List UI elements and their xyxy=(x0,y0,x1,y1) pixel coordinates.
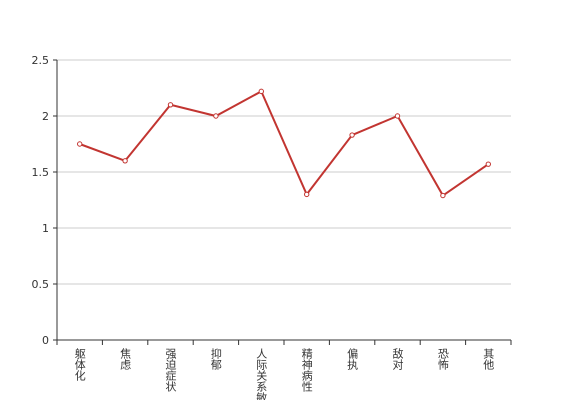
x-tick-label: 人际关系敏感 xyxy=(255,348,268,400)
y-tick-label: 2.5 xyxy=(32,54,50,67)
point xyxy=(440,192,446,199)
point xyxy=(485,161,491,167)
y-tick-label: 0.5 xyxy=(32,278,50,291)
x-tick-label: 恐怖 xyxy=(436,348,449,370)
line xyxy=(79,89,489,197)
x-tick-label: 敌对 xyxy=(391,347,404,370)
x-tick-label: 偏执 xyxy=(346,347,359,371)
x-tick-label: 其他 xyxy=(482,348,495,370)
point xyxy=(213,113,219,119)
x-tick-label: 强迫症状 xyxy=(164,348,177,392)
point xyxy=(349,132,355,138)
point xyxy=(304,191,310,198)
x-tick-label: 精神病性 xyxy=(300,348,313,393)
y-tick-label: 1.5 xyxy=(32,166,50,179)
point xyxy=(77,141,83,147)
y-tick-label: 0 xyxy=(42,334,49,347)
x-tick-label: 抑郁 xyxy=(209,347,222,370)
x-tick-label: 躯体化 xyxy=(73,348,86,382)
point xyxy=(167,102,174,108)
point xyxy=(394,113,401,119)
point xyxy=(122,158,128,164)
x-tick-label: 焦虑 xyxy=(119,348,132,370)
y-tick-label: 1 xyxy=(42,222,49,235)
point xyxy=(258,88,264,95)
y-tick-label: 2 xyxy=(42,110,49,123)
